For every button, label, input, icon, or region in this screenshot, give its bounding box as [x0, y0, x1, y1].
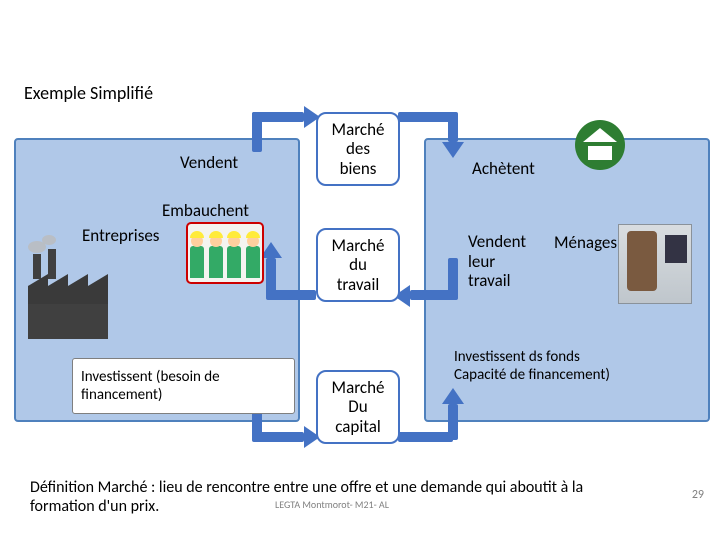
- node-labor-l2: du: [332, 255, 385, 275]
- slide-title: Exemple Simplifié: [24, 82, 153, 104]
- node-labor-l3: travail: [332, 275, 385, 295]
- label-vendent-left: Vendent: [180, 152, 238, 173]
- arrow-cap-right-head: [442, 388, 464, 404]
- arrow-cap-right-v: [448, 404, 458, 440]
- box-invest-left: Investissent (besoin de financement): [72, 358, 295, 414]
- node-capital-l1: Marché: [332, 378, 385, 398]
- label-entreprises: Entreprises: [82, 225, 159, 246]
- right-sell-l1: Vendent: [468, 232, 526, 252]
- node-capital-l2: Du: [332, 397, 385, 417]
- invest-left-l2: financement): [81, 386, 162, 404]
- node-capital: Marché Du capital: [316, 370, 400, 444]
- arrow-labor-left-v: [266, 258, 276, 298]
- invest-right-l2: Capacité de financement): [454, 366, 610, 384]
- right-sell-l2: leur: [468, 252, 526, 272]
- label-menages: Ménages: [554, 232, 617, 253]
- arrow-cap-left-h: [252, 432, 304, 442]
- atm-icon: [618, 224, 692, 304]
- credit-text: LEGTA Montmorot- M21- AL: [275, 498, 389, 511]
- slide-number: 29: [692, 488, 704, 502]
- node-goods: Marché des biens: [316, 112, 400, 186]
- factory-icon: [28, 244, 123, 339]
- node-labor: Marché du travail: [316, 228, 400, 302]
- arrow-cap-right-h: [398, 432, 453, 442]
- arrow-goods-left-h: [252, 112, 304, 122]
- arrow-goods-right-h: [398, 112, 453, 122]
- node-capital-l3: capital: [332, 417, 385, 437]
- invest-right-l1: Investissent ds fonds: [454, 348, 610, 366]
- arrow-goods-right-head: [442, 142, 464, 158]
- slide-canvas: Exemple Simplifié Marché des biens March…: [0, 0, 720, 540]
- arrow-labor-right-h: [410, 290, 458, 300]
- arrow-goods-right-v: [448, 112, 458, 142]
- box-invest-right: Investissent ds fonds Capacité de financ…: [454, 348, 610, 384]
- node-goods-l1: Marché: [332, 120, 385, 140]
- node-goods-l3: biens: [332, 159, 385, 179]
- right-sell-l3: travail: [468, 271, 526, 291]
- label-vendent-travail: Vendent leur travail: [468, 232, 526, 291]
- label-achetent: Achètent: [472, 158, 535, 179]
- house-icon: [575, 120, 625, 170]
- footer-l1: Définition Marché : lieu de rencontre en…: [30, 478, 700, 497]
- invest-left-l1: Investissent (besoin de: [81, 368, 220, 386]
- node-goods-l2: des: [332, 139, 385, 159]
- workers-icon: [186, 222, 264, 284]
- node-labor-l1: Marché: [332, 236, 385, 256]
- label-embauchent: Embauchent: [162, 200, 249, 221]
